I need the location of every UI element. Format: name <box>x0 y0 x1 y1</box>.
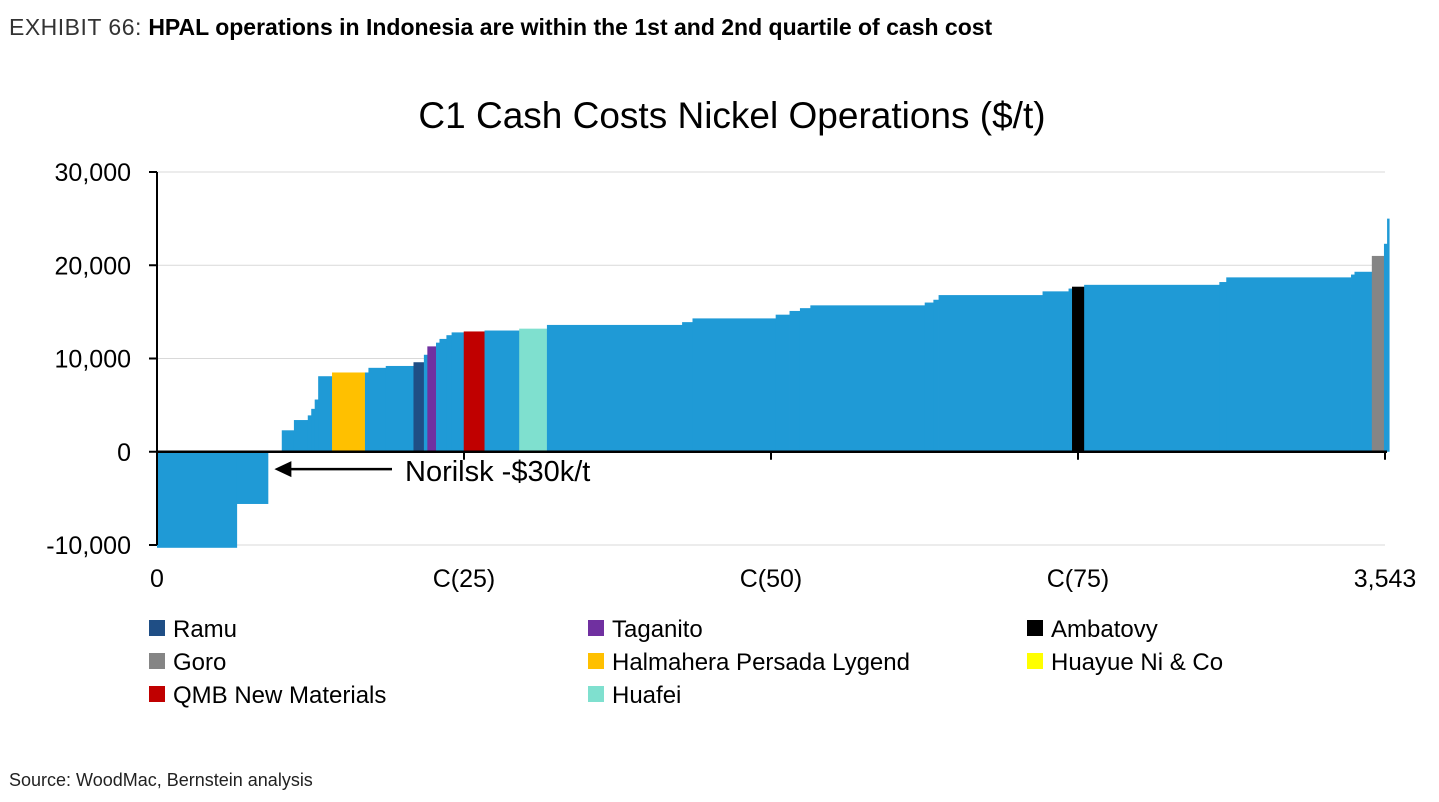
cost-bar <box>314 399 319 452</box>
bar-ramu <box>413 362 425 452</box>
cost-bar <box>307 415 312 452</box>
y-tick-label: -10,000 <box>46 532 131 560</box>
bar-halmahera-persada-lygend <box>332 372 366 452</box>
cost-bar <box>1068 288 1073 452</box>
cost-bar <box>439 338 447 452</box>
cost-bar <box>436 342 440 452</box>
exhibit-label: EXHIBIT 66: <box>9 14 142 40</box>
y-axis-tick-labels: 30,000 20,000 10,000 0 -10,000 <box>46 159 131 560</box>
y-tick-label: 10,000 <box>55 346 131 374</box>
x-tick-label: C(25) <box>433 565 496 593</box>
cost-bar <box>318 376 333 452</box>
cost-curve-chart: C1 Cash Costs Nickel Operations ($/t) 30… <box>46 95 1416 709</box>
cost-bar <box>924 302 934 452</box>
cost-bar <box>385 365 414 452</box>
legend-label: Halmahera Persada Lygend <box>612 649 910 676</box>
y-tick-label: 30,000 <box>55 159 131 187</box>
cost-bar <box>1084 284 1220 452</box>
cost-bar <box>810 305 926 452</box>
legend-swatch <box>149 686 165 702</box>
exhibit-title: HPAL operations in Indonesia are within … <box>148 14 993 40</box>
legend-label: Ambatovy <box>1051 616 1158 643</box>
legend: Ramu Taganito Ambatovy Goro Halmahera Persad… <box>149 616 1223 709</box>
cost-bar <box>799 308 811 452</box>
y-tick-label: 0 <box>117 439 131 467</box>
chart-title: C1 Cash Costs Nickel Operations ($/t) <box>418 95 1045 136</box>
cost-bar <box>311 408 316 452</box>
cost-bars <box>157 218 1390 548</box>
cost-bar <box>157 451 238 548</box>
legend-swatch <box>1027 620 1043 636</box>
y-tick-label: 20,000 <box>55 252 131 280</box>
x-axis-tick-labels: 0 C(25) C(50) C(75) 3,543 <box>150 565 1416 593</box>
x-tick-label: C(75) <box>1047 565 1110 593</box>
cost-bar <box>692 318 777 452</box>
x-tick-label: C(50) <box>740 565 803 593</box>
cost-bar <box>1351 274 1355 452</box>
cost-bar <box>1383 243 1388 452</box>
legend-swatch <box>149 653 165 669</box>
cost-bar <box>789 310 801 452</box>
cost-bar <box>446 335 453 452</box>
cost-bar <box>368 367 387 452</box>
legend-swatch <box>588 620 604 636</box>
annotations: Norilsk -$30k/t <box>274 456 590 488</box>
legend-label: Ramu <box>173 616 237 643</box>
cost-bar <box>364 372 369 452</box>
bar-goro <box>1371 255 1385 452</box>
cost-bar <box>775 314 790 452</box>
legend-label: Huafei <box>612 682 681 709</box>
annotation-norilsk: Norilsk -$30k/t <box>405 456 590 488</box>
legend-swatch <box>1027 653 1043 669</box>
bar-huafei <box>519 328 548 452</box>
cost-bar <box>423 354 428 452</box>
cost-bar <box>484 330 520 452</box>
legend-label: Goro <box>173 649 226 676</box>
axes <box>149 171 1387 546</box>
cost-bar <box>938 295 1043 452</box>
cost-bar <box>1219 282 1227 452</box>
cost-bar <box>682 322 693 452</box>
cost-bar <box>1226 277 1352 452</box>
legend-swatch <box>588 653 604 669</box>
bar-qmb-new-materials <box>463 331 485 452</box>
cost-bar <box>1387 218 1390 452</box>
legend-swatch <box>149 620 165 636</box>
cost-bar <box>1354 271 1373 452</box>
legend-label: Huayue Ni & Co <box>1051 649 1223 676</box>
cost-bar <box>236 451 269 504</box>
cost-bar <box>933 299 939 452</box>
cost-bar <box>1042 291 1069 452</box>
x-tick-label: 0 <box>150 565 164 593</box>
legend-label: QMB New Materials <box>173 682 386 709</box>
x-tick-label: 3,543 <box>1354 565 1417 593</box>
exhibit-heading: EXHIBIT 66: HPAL operations in Indonesia… <box>9 14 992 41</box>
cost-bar <box>451 332 465 452</box>
source-note: Source: WoodMac, Bernstein analysis <box>9 770 313 790</box>
legend-label: Taganito <box>612 616 703 643</box>
bar-taganito <box>427 346 437 452</box>
annotation-arrowhead <box>274 461 292 478</box>
cost-bar <box>546 324 683 452</box>
bar-ambatovy <box>1072 286 1085 452</box>
cost-bar <box>281 430 295 452</box>
legend-swatch <box>588 686 604 702</box>
cost-bar <box>293 420 309 452</box>
